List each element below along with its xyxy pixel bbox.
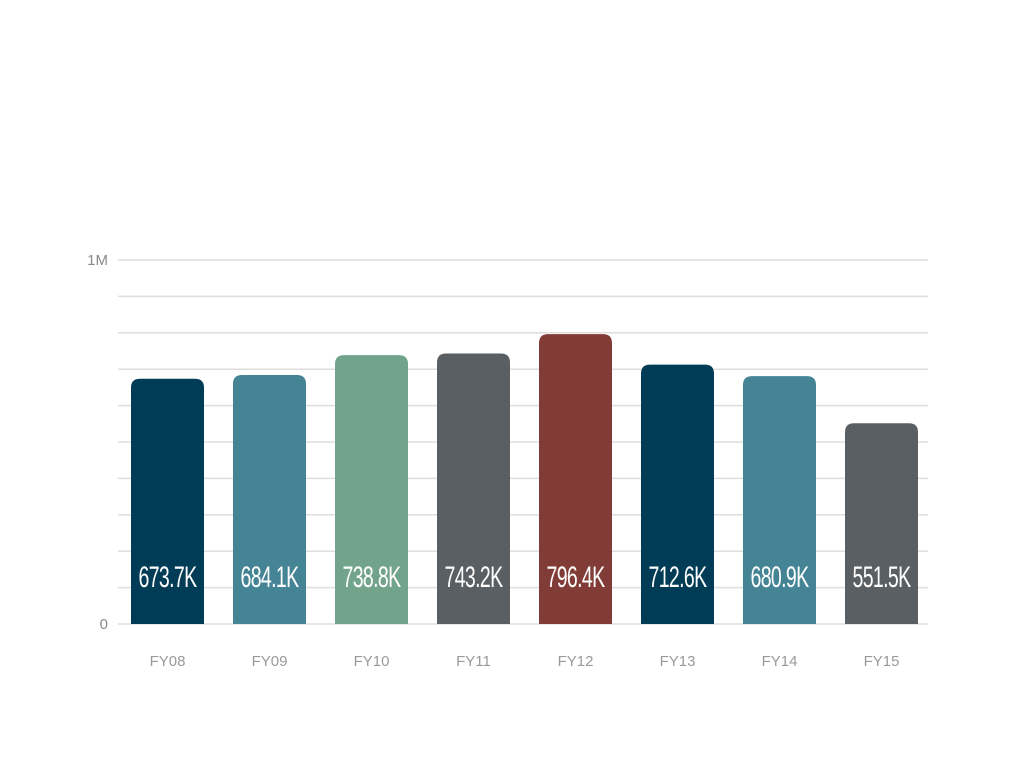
y-tick-label: 1M	[87, 252, 108, 269]
x-tick-label: FY13	[660, 653, 696, 670]
bar-fy15	[845, 423, 918, 624]
x-tick-label: FY10	[354, 653, 390, 670]
bar-value-label: 680.9K	[751, 561, 810, 594]
bar-value-label: 684.1K	[241, 561, 300, 594]
x-tick-label: FY14	[762, 653, 798, 670]
bar-fy14	[743, 376, 816, 624]
x-axis: FY08 FY09 FY10 FY11 FY12 FY13 FY14 FY15	[150, 653, 900, 670]
x-tick-label: FY15	[864, 653, 900, 670]
bar-value-label: 673.7K	[139, 561, 198, 594]
bar-fy12	[539, 334, 612, 624]
x-tick-label: FY08	[150, 653, 186, 670]
bar-value-label: 551.5K	[853, 561, 912, 594]
bar-value-label: 743.2K	[445, 561, 504, 594]
bar-fy10	[335, 355, 408, 624]
bar-fy08	[131, 378, 204, 624]
y-tick-label: 0	[100, 616, 108, 633]
bars: 673.7K 684.1K 738.8K 743.2K 796.4K 712.6K 680.…	[131, 334, 918, 624]
bar-fy13	[641, 364, 714, 624]
bar-fy09	[233, 374, 306, 624]
bar-value-label: 738.8K	[343, 561, 402, 594]
bar-value-label: 712.6K	[649, 561, 708, 594]
x-tick-label: FY11	[456, 653, 491, 670]
x-tick-label: FY09	[252, 653, 288, 670]
bar-fy11	[437, 353, 510, 624]
y-axis: 0 1M	[87, 252, 108, 633]
x-tick-label: FY12	[558, 653, 594, 670]
bar-value-label: 796.4K	[547, 561, 606, 594]
